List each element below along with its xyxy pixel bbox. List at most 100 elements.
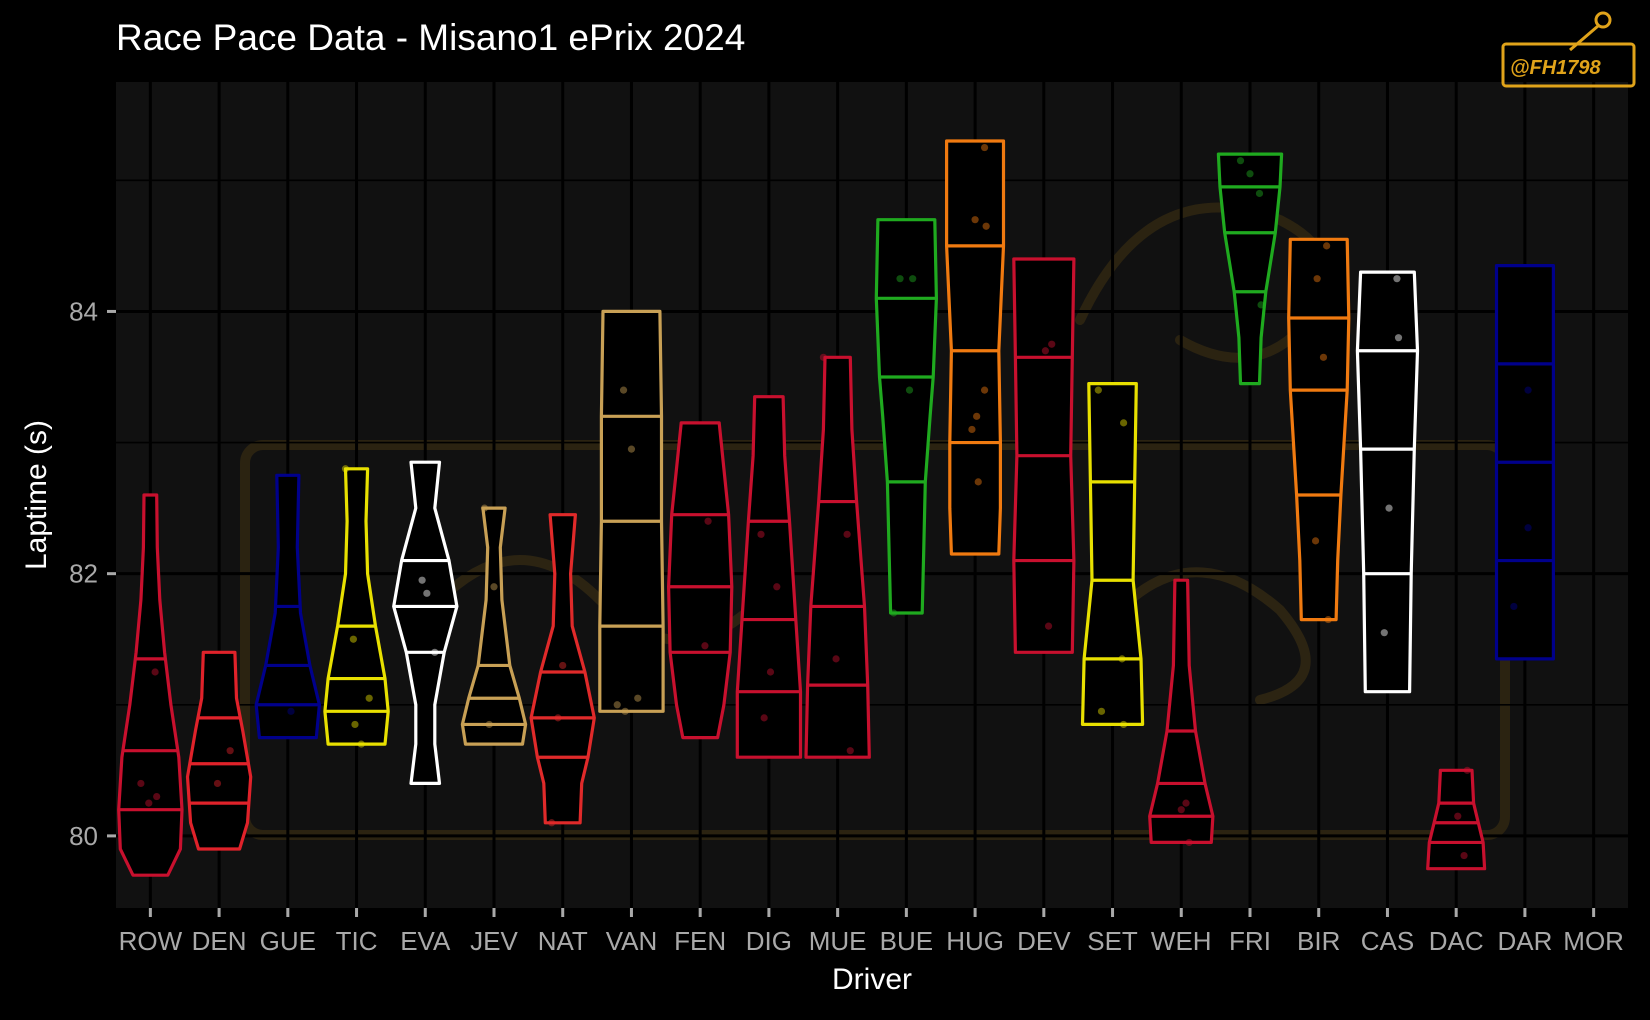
lap-point (968, 425, 976, 434)
violin-dar (1494, 264, 1556, 661)
violin-body (944, 139, 1006, 556)
violin-bue (874, 218, 939, 615)
lap-point (137, 779, 145, 788)
lap-point (418, 576, 426, 584)
x-tick-label: DAR (1497, 926, 1552, 956)
x-tick-label: JEV (470, 926, 518, 956)
lap-point (905, 386, 914, 394)
lap-point (627, 445, 636, 453)
violin-weh (1148, 578, 1215, 845)
violin-body (874, 218, 939, 615)
x-tick-label: VAN (606, 926, 658, 956)
lap-point (341, 465, 350, 473)
x-tick-label: MUE (809, 926, 867, 956)
lap-point (846, 747, 854, 755)
signature-logo: @FH1798 (1501, 11, 1636, 88)
lap-point (559, 661, 567, 670)
violin-tic (323, 467, 390, 746)
lap-point (351, 720, 359, 729)
lap-point (613, 701, 621, 709)
violin-fen (666, 421, 734, 740)
violin-jev (460, 506, 528, 746)
x-tick-label: CAS (1361, 926, 1414, 956)
lap-point (1097, 707, 1106, 715)
lap-point (1120, 720, 1128, 729)
lap-point (1182, 799, 1190, 807)
chart-title: Race Pace Data - Misano1 ePrix 2024 (116, 17, 745, 58)
lap-point (1041, 347, 1049, 355)
x-tick-label: EVA (400, 926, 451, 956)
x-tick-label: FRI (1229, 926, 1271, 956)
x-tick-label: FEN (674, 926, 726, 956)
x-tick-label: WEH (1151, 926, 1212, 956)
lap-point (1524, 386, 1532, 394)
violin-dig (735, 395, 803, 759)
violin-mue (804, 355, 871, 759)
x-tick-label: ROW (119, 926, 183, 956)
lap-point (1118, 655, 1126, 663)
lap-point (1185, 838, 1193, 847)
lap-point (621, 707, 629, 715)
y-tick-label: 84 (69, 296, 98, 326)
lap-point (1380, 629, 1388, 637)
lap-point (548, 819, 556, 827)
violins-layer (117, 139, 1556, 877)
lap-point (485, 720, 493, 729)
lap-point (213, 779, 222, 788)
x-tick-label: HUG (946, 926, 1004, 956)
lap-point (480, 504, 489, 512)
x-tick-label: BUE (880, 926, 933, 956)
lap-point (909, 275, 917, 283)
lap-point (357, 740, 365, 748)
lap-point (973, 412, 981, 420)
lap-point (974, 478, 982, 486)
violin-row (117, 493, 184, 877)
lap-point (704, 517, 712, 525)
lap-point (365, 694, 373, 702)
lap-point (490, 583, 498, 591)
violin-body (666, 421, 734, 740)
lap-point (766, 668, 775, 676)
lap-point (760, 714, 768, 722)
lap-point (1454, 812, 1462, 820)
lap-point (1463, 766, 1471, 774)
violin-hug (944, 139, 1006, 556)
violin-nat (529, 513, 596, 825)
violin-body (185, 650, 253, 851)
lap-point (1236, 157, 1245, 165)
x-tick-label: NAT (538, 926, 588, 956)
x-tick-label: DEV (1017, 926, 1071, 956)
violin-body (1355, 270, 1420, 694)
lap-point (1385, 504, 1393, 512)
violin-body (1080, 382, 1145, 727)
lap-point (980, 386, 989, 394)
violin-van (598, 309, 665, 713)
x-tick-label: TIC (336, 926, 378, 956)
violin-cas (1355, 270, 1420, 694)
lap-point (1460, 851, 1468, 860)
lap-point (431, 648, 439, 656)
lap-point (1094, 386, 1102, 394)
lap-point (843, 530, 851, 538)
lap-point (896, 275, 904, 283)
violin-body (1426, 768, 1487, 871)
x-tick-label: DAC (1429, 926, 1484, 956)
x-tick-label: MOR (1563, 926, 1624, 956)
violin-bir (1287, 237, 1351, 622)
lap-point (982, 222, 990, 230)
x-axis: ROW DEN GUE TIC EVA JEV NAT VAN FEN DIG MUE BUE HUG D… (119, 908, 1624, 956)
violin-body (323, 467, 390, 746)
lap-point (1319, 353, 1328, 361)
violin-dev (1012, 257, 1076, 654)
lap-point (773, 583, 781, 591)
x-axis-title: Driver (832, 963, 912, 996)
x-tick-label: GUE (260, 926, 316, 956)
violin-body (598, 309, 665, 713)
lap-point (1393, 275, 1401, 283)
lap-point (554, 714, 562, 722)
lap-point (1510, 602, 1518, 611)
lap-point (980, 143, 989, 152)
violin-body (392, 460, 459, 786)
lap-point (1255, 189, 1264, 198)
